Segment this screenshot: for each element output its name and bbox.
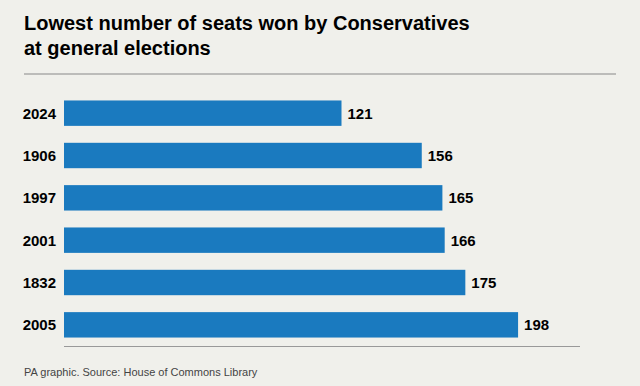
- data-label: 166: [451, 232, 476, 249]
- chart-svg: Lowest number of seats won by Conservati…: [0, 0, 640, 386]
- bars: [64, 100, 518, 337]
- chart-container: Lowest number of seats won by Conservati…: [0, 0, 640, 386]
- category-label: 1906: [23, 147, 56, 164]
- separator: [24, 74, 616, 75]
- category-label: 2001: [23, 232, 56, 249]
- background: [0, 0, 640, 386]
- data-label: 198: [524, 316, 549, 333]
- x-axis-line: [64, 346, 580, 347]
- bar: [64, 100, 341, 125]
- category-label: 2024: [23, 105, 57, 122]
- bar: [64, 312, 518, 337]
- source-note: PA graphic. Source: House of Commons Lib…: [24, 366, 258, 378]
- category-label: 1832: [23, 274, 56, 291]
- subtitle: at general elections: [24, 37, 211, 59]
- bar: [64, 143, 422, 168]
- bar: [64, 270, 465, 295]
- category-label: 1997: [23, 189, 56, 206]
- data-label: 156: [428, 147, 453, 164]
- bar: [64, 227, 445, 252]
- data-label: 121: [347, 105, 372, 122]
- title: Lowest number of seats won by Conservati…: [24, 12, 470, 34]
- labels: 121 2024 156 1906 165 1997 166 2001 175 1832 198 20…: [23, 105, 549, 334]
- data-label: 175: [471, 274, 496, 291]
- category-label: 2005: [23, 316, 56, 333]
- data-label: 165: [448, 189, 473, 206]
- bar: [64, 185, 442, 210]
